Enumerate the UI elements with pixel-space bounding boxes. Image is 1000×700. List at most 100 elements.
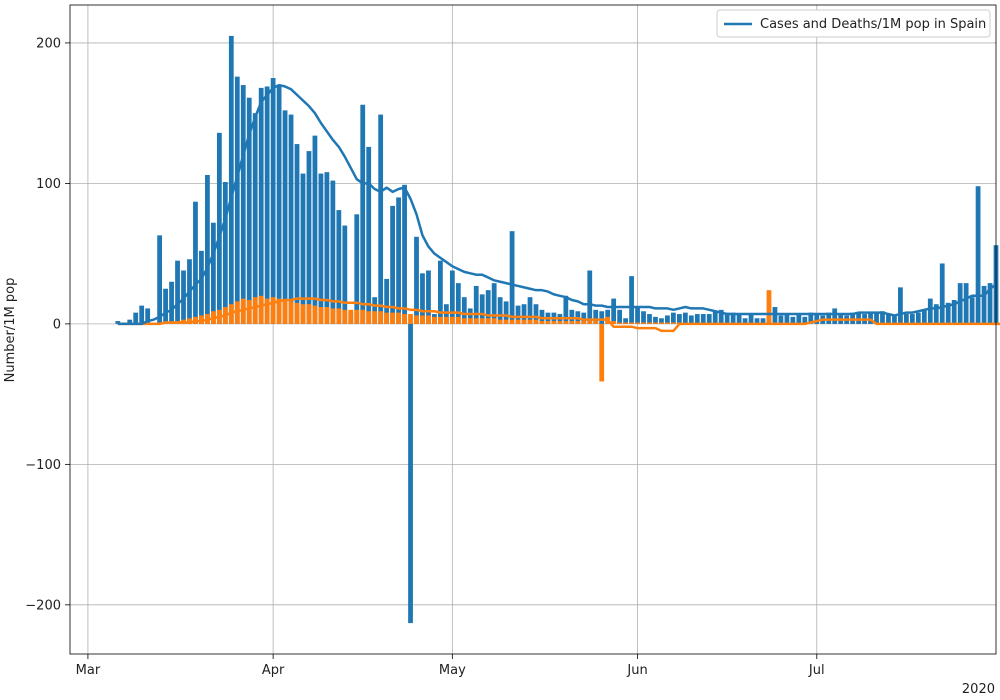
- case-bar: [228, 35, 234, 324]
- death-bar: [509, 319, 515, 324]
- case-bar: [635, 307, 640, 324]
- case-bar: [903, 314, 909, 324]
- case-bar: [892, 315, 897, 324]
- death-bar: [635, 322, 640, 324]
- case-bar: [366, 146, 372, 324]
- case-bar: [330, 180, 336, 324]
- case-bar: [163, 288, 168, 324]
- grid: [70, 5, 996, 654]
- case-bar: [533, 304, 539, 324]
- legend: Cases and Deaths/1M pop in Spain: [716, 9, 991, 38]
- case-bar: [718, 309, 724, 324]
- case-bar: [694, 314, 700, 324]
- case-bar: [623, 318, 628, 324]
- death-bar: [665, 322, 670, 324]
- death-bar: [432, 316, 437, 324]
- case-bar: [318, 173, 324, 324]
- case-bar: [312, 135, 318, 324]
- case-bar: [772, 307, 778, 324]
- death-bar: [234, 301, 240, 324]
- cases-bars: [115, 35, 999, 624]
- case-bar: [939, 263, 945, 324]
- case-bar: [802, 316, 808, 324]
- case-bar: [306, 151, 312, 324]
- death-bar: [282, 300, 288, 324]
- death-bar: [240, 298, 246, 324]
- case-bar: [282, 110, 288, 324]
- case-bar: [963, 283, 969, 324]
- death-bar: [569, 321, 575, 324]
- death-bar: [288, 301, 294, 324]
- death-bar: [479, 318, 485, 324]
- case-bar: [641, 311, 646, 324]
- death-bar: [348, 309, 354, 324]
- case-bar: [515, 305, 521, 324]
- case-bar: [264, 86, 270, 324]
- case-bar: [205, 174, 210, 324]
- death-bar: [264, 298, 270, 324]
- case-bar: [521, 304, 527, 324]
- death-bar: [629, 322, 634, 324]
- case-bar: [712, 311, 718, 324]
- case-bar: [748, 314, 754, 324]
- death-bar: [593, 321, 599, 324]
- case-bar: [808, 312, 814, 324]
- deaths-bars: [157, 290, 778, 382]
- death-bar: [611, 321, 617, 324]
- case-bar: [909, 314, 915, 324]
- case-bar: [581, 312, 587, 324]
- x-tick-label: Apr: [262, 663, 285, 678]
- case-bar: [706, 314, 712, 324]
- case-bar: [509, 231, 515, 324]
- case-bar: [324, 172, 330, 324]
- case-bar: [157, 235, 163, 324]
- case-bar: [647, 314, 652, 324]
- case-bar: [527, 297, 533, 324]
- death-bar: [491, 318, 497, 324]
- death-bar: [533, 319, 539, 324]
- case-bar: [473, 285, 479, 324]
- death-bar: [270, 297, 276, 324]
- case-bar: [300, 173, 306, 324]
- case-bar: [599, 311, 605, 324]
- case-bar: [294, 144, 300, 324]
- death-bar: [449, 316, 455, 324]
- death-bar: [545, 321, 551, 324]
- death-bar: [539, 321, 545, 324]
- death-bar: [497, 319, 503, 324]
- case-bar: [396, 197, 401, 324]
- death-bar: [461, 318, 467, 324]
- death-bar: [306, 304, 312, 324]
- case-bar: [402, 184, 407, 324]
- case-bar: [342, 225, 348, 324]
- death-bar: [252, 297, 258, 324]
- death-bar: [258, 295, 264, 324]
- death-bar: [551, 321, 557, 324]
- case-bar: [874, 312, 879, 324]
- legend-box: [716, 9, 991, 38]
- case-bar: [688, 315, 694, 324]
- death-bar: [330, 308, 336, 324]
- case-bar: [927, 298, 933, 324]
- case-bar: [414, 236, 419, 324]
- case-bar: [139, 305, 145, 324]
- death-bar: [414, 315, 419, 324]
- case-bar: [832, 308, 838, 324]
- death-bar: [324, 307, 330, 324]
- x-tick-label: Jul: [808, 663, 825, 678]
- death-bar: [599, 323, 605, 382]
- case-bar: [682, 312, 688, 324]
- case-bar: [898, 287, 903, 324]
- y-tick-label: 100: [36, 177, 61, 192]
- case-bar: [945, 302, 951, 324]
- death-bar: [318, 307, 324, 324]
- y-axis-label: Number/1M pop: [3, 278, 18, 383]
- case-bar: [981, 285, 987, 324]
- death-bar: [455, 316, 461, 324]
- death-bar: [228, 304, 234, 324]
- death-bar: [527, 319, 533, 324]
- x-tick-label: Mar: [76, 663, 101, 678]
- plot-frame: [69, 4, 997, 655]
- case-bar: [360, 104, 366, 324]
